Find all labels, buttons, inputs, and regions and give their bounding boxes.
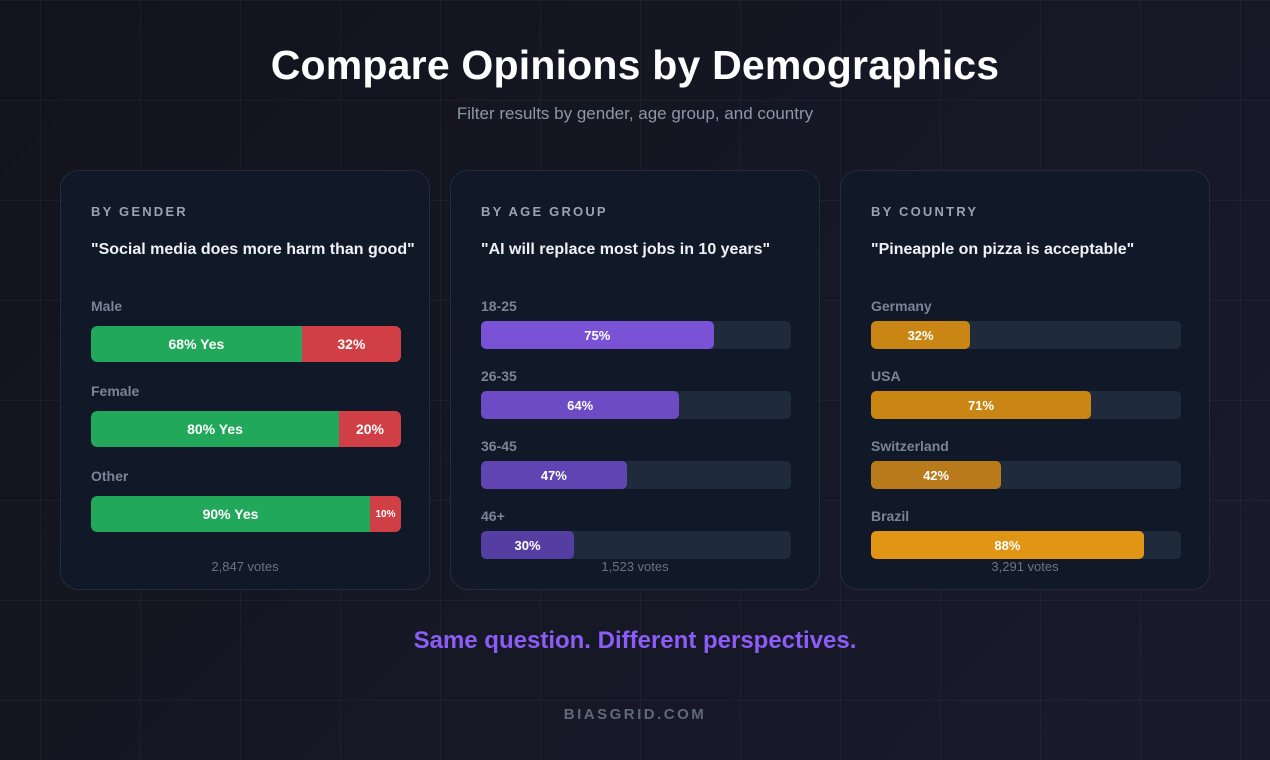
age-vote-count: 1,523 votes xyxy=(601,559,669,574)
gender-yes-segment-male: 68% Yes xyxy=(91,326,302,362)
country-fill-usa: 71% xyxy=(871,391,1092,419)
gender-bar-other: 90% Yes 10% xyxy=(91,496,401,532)
gender-label-other: Other xyxy=(91,468,129,484)
country-fill-switzerland: 42% xyxy=(871,461,1002,489)
country-fill-germany: 32% xyxy=(871,321,971,349)
gender-no-segment-female: 20% xyxy=(339,411,401,447)
age-label-36-45: 36-45 xyxy=(481,438,517,454)
country-bar-switzerland: 42% xyxy=(871,461,1181,489)
gender-card-label: BY GENDER xyxy=(91,204,188,219)
gender-card: BY GENDER "Social media does more harm t… xyxy=(60,170,430,590)
gender-vote-count: 2,847 votes xyxy=(211,559,279,574)
age-bar-46-plus: 30% xyxy=(481,531,791,559)
tagline: Same question. Different perspectives. xyxy=(413,627,857,654)
gender-question: "Social media does more harm than good" xyxy=(91,241,415,258)
age-fill-36-45: 47% xyxy=(481,461,627,489)
gender-bar-female: 80% Yes 20% xyxy=(91,411,401,447)
gender-bar-male: 68% Yes 32% xyxy=(91,326,401,362)
country-bar-usa: 71% xyxy=(871,391,1181,419)
age-bar-26-35: 64% xyxy=(481,391,791,419)
country-label-brazil: Brazil xyxy=(871,508,910,524)
age-label-46-plus: 46+ xyxy=(481,508,505,524)
country-question: "Pineapple on pizza is acceptable" xyxy=(871,241,1135,258)
gender-no-segment-male: 32% xyxy=(301,326,401,362)
age-label-26-35: 26-35 xyxy=(481,368,517,384)
country-label-germany: Germany xyxy=(871,298,932,314)
age-card-label: BY AGE GROUP xyxy=(481,204,608,219)
footer-domain: BIASGRID.COM xyxy=(563,706,707,723)
country-label-usa: USA xyxy=(871,368,901,384)
country-fill-brazil: 88% xyxy=(871,531,1144,559)
page-subtitle: Filter results by gender, age group, and… xyxy=(456,104,814,123)
age-card: BY AGE GROUP "AI will replace most jobs … xyxy=(450,170,820,590)
country-label-switzerland: Switzerland xyxy=(871,438,949,454)
gender-label-female: Female xyxy=(91,383,140,399)
page-title: Compare Opinions by Demographics xyxy=(270,42,1000,88)
age-fill-26-35: 64% xyxy=(481,391,680,419)
age-fill-18-25: 75% xyxy=(481,321,714,349)
country-vote-count: 3,291 votes xyxy=(991,559,1059,574)
age-bar-36-45: 47% xyxy=(481,461,791,489)
age-fill-46-plus: 30% xyxy=(481,531,574,559)
age-bar-18-25: 75% xyxy=(481,321,791,349)
age-label-18-25: 18-25 xyxy=(481,298,517,314)
country-card-label: BY COUNTRY xyxy=(871,204,979,219)
gender-no-segment-other: 10% xyxy=(370,496,401,532)
age-question: "AI will replace most jobs in 10 years" xyxy=(481,241,771,258)
country-bar-brazil: 88% xyxy=(871,531,1181,559)
country-card: BY COUNTRY "Pineapple on pizza is accept… xyxy=(840,170,1210,590)
gender-yes-segment-female: 80% Yes xyxy=(91,411,339,447)
gender-label-male: Male xyxy=(91,298,123,314)
country-bar-germany: 32% xyxy=(871,321,1181,349)
gender-yes-segment-other: 90% Yes xyxy=(91,496,370,532)
